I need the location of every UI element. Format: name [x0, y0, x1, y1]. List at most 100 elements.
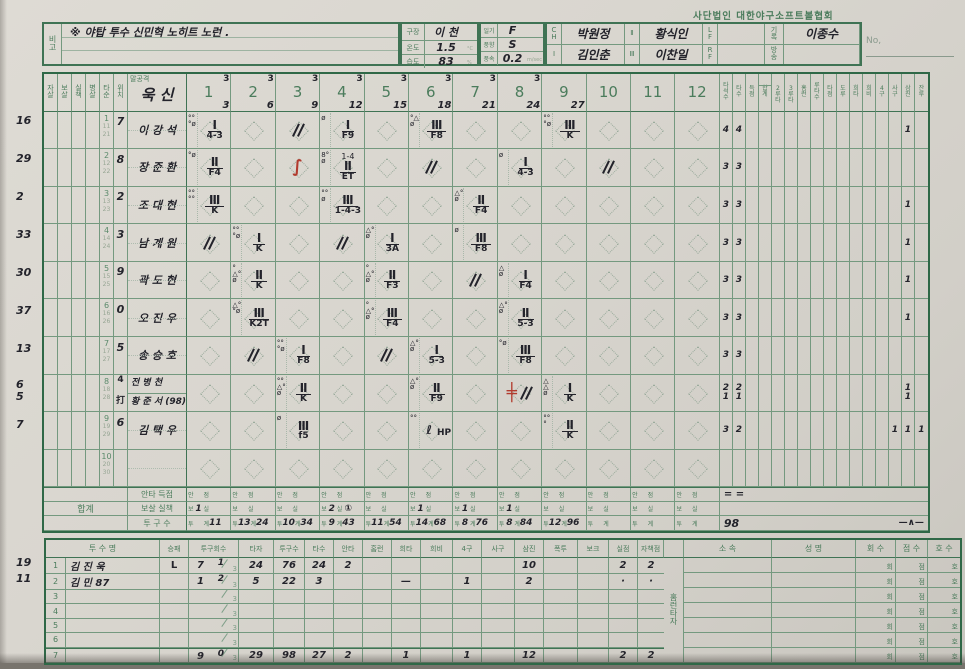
totals-sub-label: 보 — [587, 506, 594, 514]
pitcher-stat-cell — [305, 618, 334, 634]
batting-order-cell: 7 17 27 — [100, 337, 114, 375]
play-result: F9 — [341, 130, 355, 141]
batter-stat-cell — [797, 374, 811, 413]
order-num: 16 — [102, 310, 111, 318]
hr-cell: 점 — [896, 573, 928, 588]
play-result: ET — [341, 171, 355, 182]
pitcher-stat-cell — [544, 618, 578, 634]
hr-unit: 점 — [918, 653, 925, 661]
diamond-outline — [244, 196, 265, 216]
batter-stat-cell — [758, 111, 772, 150]
diamond-outline — [199, 459, 220, 479]
totals-inning-cell: 투 10 계 34 — [275, 516, 321, 532]
pitch-dots: ø — [454, 225, 465, 260]
play-mark: Ⅰ 4-3 — [199, 112, 230, 149]
hr-cell: 호 — [928, 558, 960, 573]
pitch-dots: ø — [321, 112, 332, 148]
defense-stat-cell — [44, 337, 58, 375]
inning-cell — [542, 261, 587, 300]
hr-unit: 호 — [951, 608, 958, 616]
play-result: F4 — [474, 206, 488, 217]
defense-stat-cell — [86, 374, 100, 413]
remark-line — [62, 51, 398, 64]
pitcher-stat-cell — [334, 590, 363, 605]
inning-cell: °△ø Ⅲ F8 — [409, 111, 454, 150]
diamond-outline — [288, 196, 309, 216]
batter-stat-cell — [914, 224, 928, 262]
inning-cell — [631, 186, 676, 225]
diamond-outline — [599, 233, 620, 254]
position-cell: 8 — [114, 149, 128, 187]
batter-stat-cell: 4 — [732, 111, 746, 150]
hr-unit: 점 — [918, 593, 925, 601]
pitcher-stat-cell: 12 — [515, 648, 544, 664]
inning-cell — [675, 224, 720, 262]
pitch-dots: △△ø — [543, 375, 554, 411]
out-numeral: Ⅰ — [297, 344, 310, 358]
pitcher-col-header: 투 수 명 — [46, 540, 160, 558]
diamond-outline — [377, 158, 398, 179]
batter-stat-cell — [888, 149, 902, 187]
inning-cell: △°ø Ⅰ 3A — [364, 224, 410, 262]
batter-stat-cell — [810, 337, 824, 375]
inning-cell — [187, 224, 232, 262]
totals-sub-label: 투 — [188, 520, 194, 528]
stat-col-label: 도 루 — [840, 85, 846, 99]
totals-inning-cell: 투 13 계 24 — [231, 516, 276, 532]
defense-stat-cell — [58, 261, 72, 300]
hr-cell: 호 — [928, 603, 960, 618]
inning-change-slash — [467, 272, 483, 288]
order-num: 23 — [102, 205, 111, 213]
out-numeral: Ⅰ — [208, 119, 221, 132]
hr-unit: 점 — [918, 608, 925, 616]
stat-col-label: 타 수 — [736, 85, 742, 99]
inning-cum-batters: 12 — [348, 99, 363, 111]
stat-col-label: 사 구 — [892, 85, 898, 99]
batter-stat-cell — [875, 149, 889, 187]
pitcher-stat-cell — [638, 590, 664, 605]
inning-cell — [675, 186, 720, 225]
weather-row: 일기 F — [481, 24, 543, 38]
hr-cell: 회 — [856, 588, 896, 603]
stat-col-label: 홈 런 — [801, 85, 807, 99]
stat-col-label: 루 타 수 — [814, 82, 820, 102]
batter-stat-cell — [745, 111, 759, 150]
inning-cell: 8°ø 1-4 Ⅱ ET — [320, 149, 365, 187]
diamond-outline — [466, 120, 487, 141]
hr-cell: 점 — [896, 588, 928, 603]
inning-cell: °°°ø Ⅰ K — [231, 224, 276, 262]
stat-col-header: 타 석 수 — [719, 74, 733, 112]
defense-stat-cell — [44, 299, 58, 338]
inning-cell — [675, 261, 720, 300]
batter-stat-cell — [771, 337, 785, 375]
totals-inning-cell: 투 14 계 68 — [409, 516, 454, 532]
totals-sub-label: 안 — [632, 492, 638, 500]
play-mark: Ⅲ F8 — [421, 112, 452, 149]
inning-cell — [497, 412, 543, 450]
umpire-name — [718, 24, 765, 44]
pitcher-col-header: 타자 — [239, 540, 274, 558]
totals-sub-label-2: 계 — [514, 520, 520, 528]
inning-cell — [231, 337, 276, 375]
out-numeral: Ⅰ — [252, 232, 266, 245]
batter-stat-cell — [810, 111, 824, 150]
inning-number: 12 — [687, 83, 707, 102]
totals-sub-label-2: 실 — [469, 506, 476, 514]
diamond-outline — [466, 308, 487, 329]
diamond-outline — [688, 196, 709, 216]
umpire-role-label: C H — [547, 24, 562, 44]
defense-stat-cell — [58, 111, 72, 150]
pitch-dots: °°△°ø — [277, 375, 287, 411]
batter-stat-cell — [836, 111, 850, 150]
batter-stat-cell — [810, 412, 824, 450]
stat-col-label: 2 루 타 — [775, 85, 781, 105]
